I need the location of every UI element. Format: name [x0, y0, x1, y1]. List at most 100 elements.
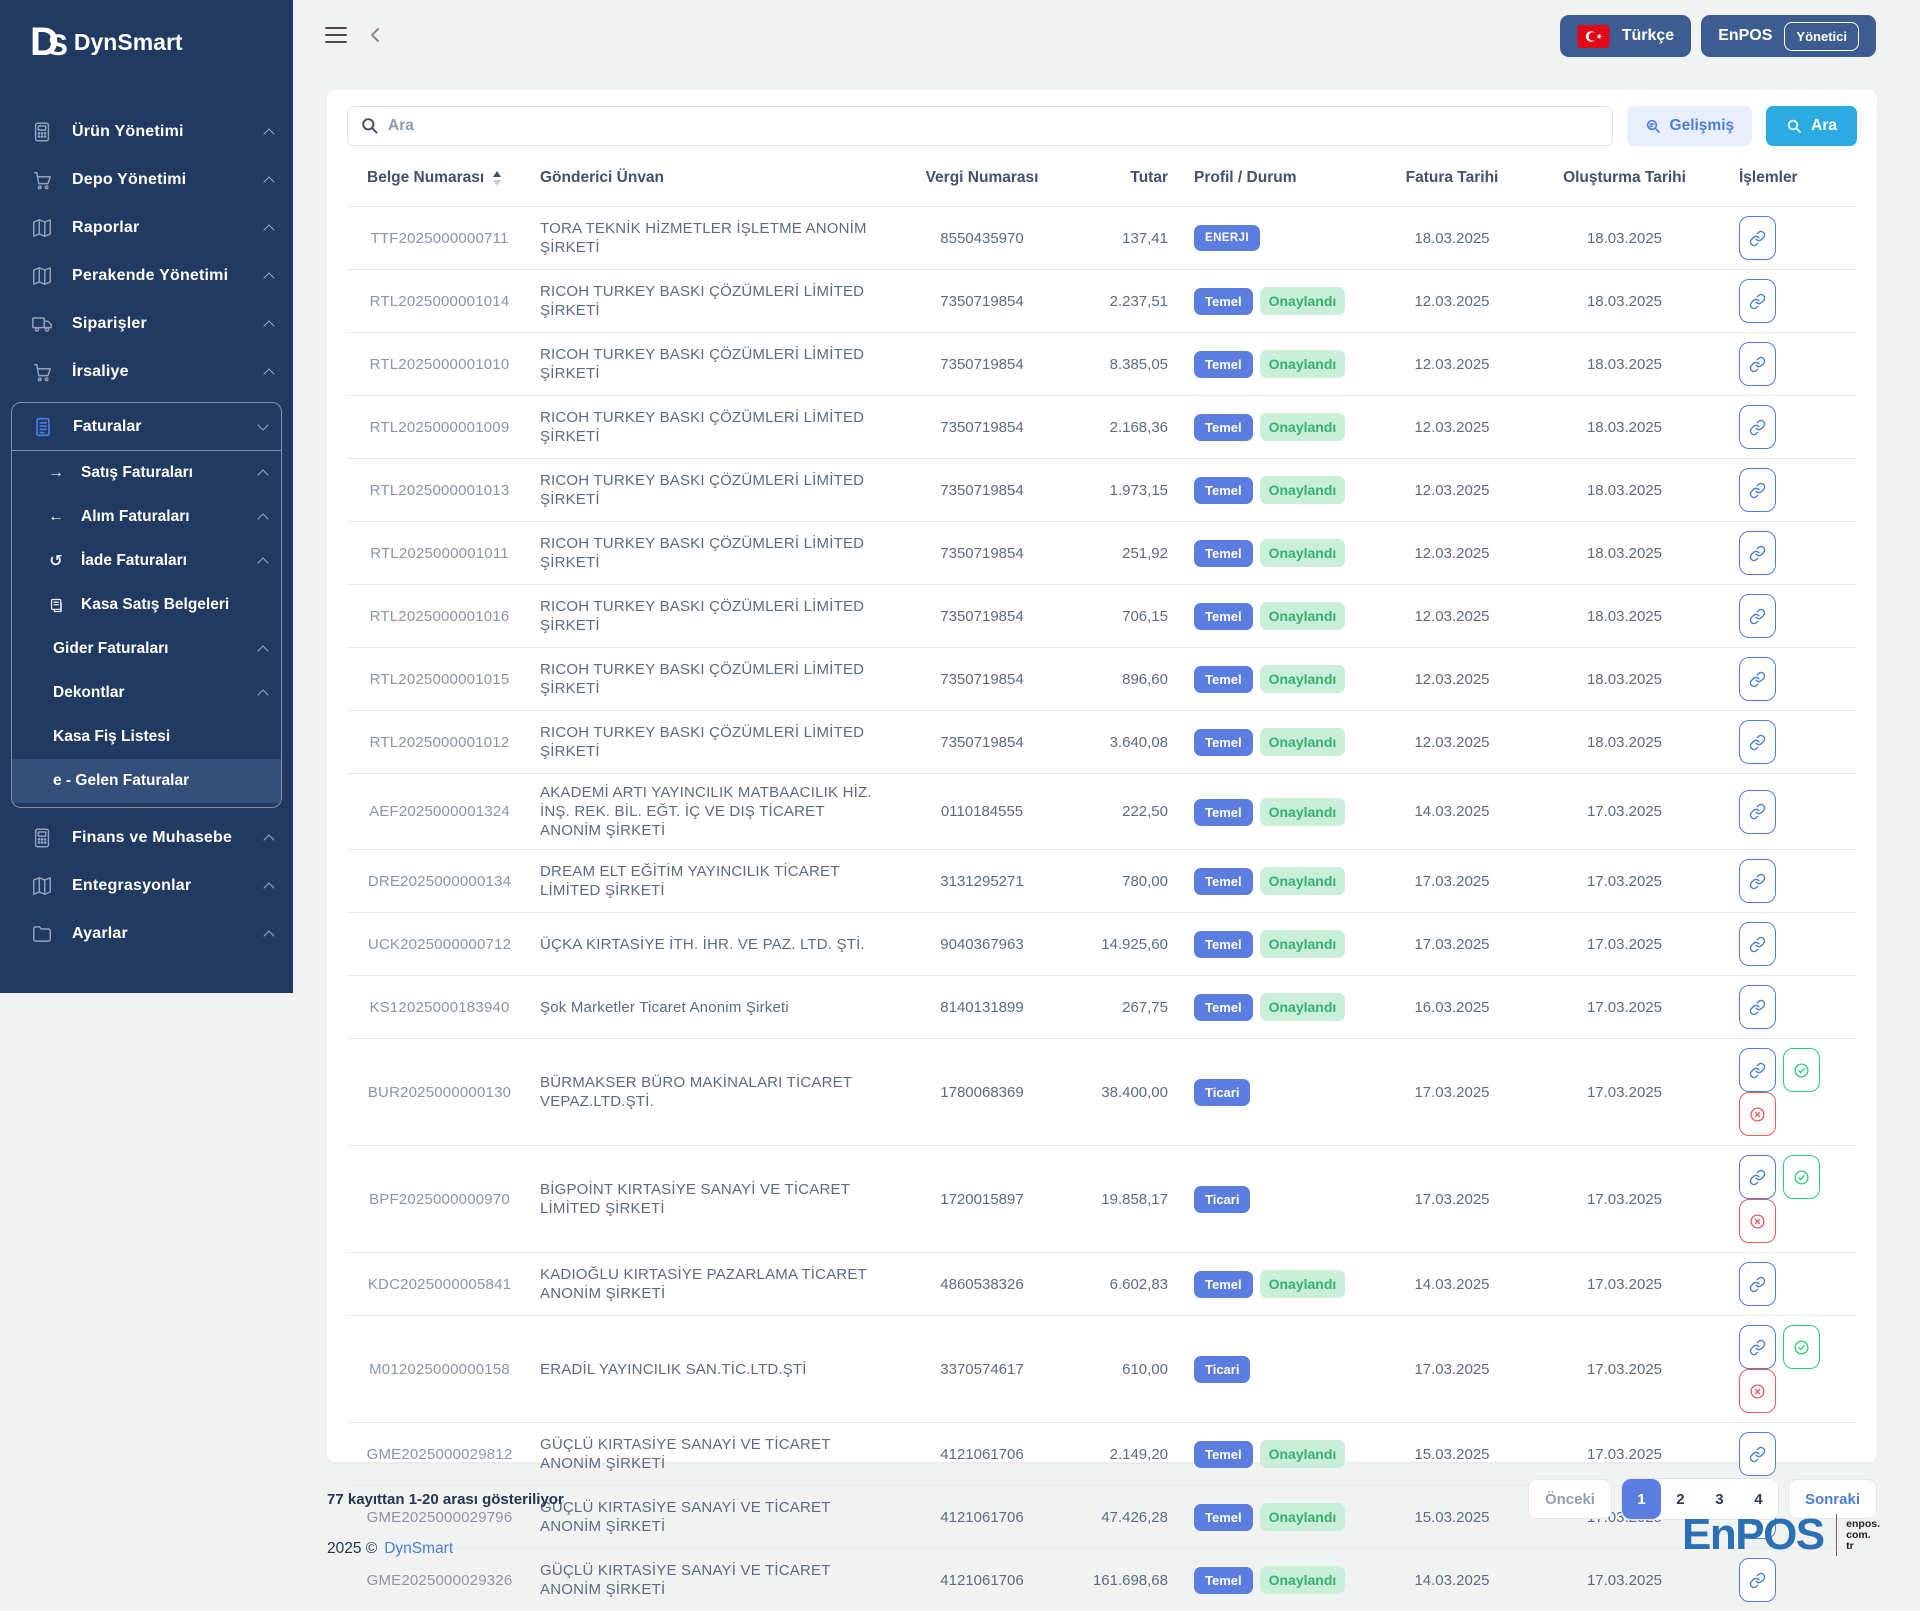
- cell-tax-no: 7350719854: [907, 459, 1057, 522]
- cell-actions: [1717, 1423, 1857, 1486]
- sidebar-item[interactable]: Siparişler: [0, 300, 293, 348]
- list-footer: 77 kayıttan 1-20 arası gösteriliyor Önce…: [327, 1478, 1877, 1520]
- cell-tax-no: 8140131899: [907, 976, 1057, 1039]
- cell-amount: 1.973,15: [1057, 459, 1182, 522]
- receipt-icon: [47, 597, 65, 614]
- open-link-button[interactable]: [1739, 1155, 1776, 1199]
- sidebar-item[interactable]: İrsaliye: [0, 348, 293, 396]
- cell-actions: [1717, 522, 1857, 585]
- open-link-button[interactable]: [1739, 405, 1776, 449]
- sidebar-subitem[interactable]: Gider Faturaları: [12, 627, 281, 671]
- sidebar-item[interactable]: Raporlar: [0, 204, 293, 252]
- brand-footer-link[interactable]: DynSmart: [384, 1540, 453, 1558]
- cell-invoice-date: 18.03.2025: [1372, 207, 1532, 270]
- open-link-button[interactable]: [1739, 216, 1776, 260]
- open-link-button[interactable]: [1739, 859, 1776, 903]
- cell-doc-no: BPF2025000000970: [347, 1146, 532, 1253]
- chevron-up-icon: [257, 645, 268, 656]
- open-link-button[interactable]: [1739, 657, 1776, 701]
- cell-doc-no: AEF2025000001324: [347, 774, 532, 850]
- cell-sender-name: TORA TEKNİK HİZMETLER İŞLETME ANONİM ŞİR…: [532, 207, 907, 270]
- profile-badge: Temel: [1194, 1567, 1253, 1594]
- sidebar-subitem[interactable]: e - Gelen Faturalar: [12, 759, 281, 803]
- page-number-1[interactable]: 1: [1622, 1479, 1661, 1519]
- open-link-button[interactable]: [1739, 1325, 1776, 1369]
- profile-badge: Temel: [1194, 994, 1253, 1021]
- open-link-button[interactable]: [1739, 720, 1776, 764]
- reject-button[interactable]: [1739, 1199, 1776, 1243]
- open-link-button[interactable]: [1739, 468, 1776, 512]
- cell-created-date: 17.03.2025: [1532, 1316, 1717, 1423]
- open-link-button[interactable]: [1739, 279, 1776, 323]
- sidebar-subitem[interactable]: Kasa Fiş Listesi: [12, 715, 281, 759]
- column-header-profile-status[interactable]: Profil / Durum: [1182, 152, 1372, 207]
- cell-amount: 2.149,20: [1057, 1423, 1182, 1486]
- cell-actions: [1717, 270, 1857, 333]
- approve-button[interactable]: [1783, 1155, 1820, 1199]
- profile-badge: Temel: [1194, 666, 1253, 693]
- open-link-button[interactable]: [1739, 1262, 1776, 1306]
- copyright-year: 2025 ©: [327, 1540, 377, 1558]
- open-link-button[interactable]: [1739, 790, 1776, 834]
- column-header-doc-no[interactable]: Belge Numarası: [347, 152, 532, 207]
- column-header-invoice-date[interactable]: Fatura Tarihi: [1372, 152, 1532, 207]
- sidebar-subitem-label: e - Gelen Faturalar: [53, 772, 267, 790]
- content-card: Gelişmiş Ara Belge Numarası Gönderici Ün…: [327, 90, 1877, 1462]
- cell-created-date: 17.03.2025: [1532, 774, 1717, 850]
- sidebar-subitem[interactable]: →Satış Faturaları: [12, 451, 281, 495]
- column-header-amount[interactable]: Tutar: [1057, 152, 1182, 207]
- column-header-tax-no[interactable]: Vergi Numarası: [907, 152, 1057, 207]
- sidebar-item[interactable]: Ürün Yönetimi: [0, 108, 293, 156]
- search-row: Gelişmiş Ara: [347, 90, 1857, 146]
- sidebar-subitem-label: Kasa Fiş Listesi: [53, 728, 267, 746]
- open-link-button[interactable]: [1739, 342, 1776, 386]
- search-submit-button[interactable]: Ara: [1766, 106, 1857, 146]
- cell-sender-name: RICOH TURKEY BASKI ÇÖZÜMLERİ LİMİTED ŞİR…: [532, 585, 907, 648]
- status-badge: Onaylandı: [1260, 1440, 1346, 1468]
- sidebar-item[interactable]: Ayarlar: [0, 910, 293, 958]
- open-link-button[interactable]: [1739, 1048, 1776, 1092]
- open-link-button[interactable]: [1739, 531, 1776, 575]
- reject-button[interactable]: [1739, 1092, 1776, 1136]
- company-label: EnPOS: [1718, 27, 1772, 45]
- open-link-button[interactable]: [1739, 594, 1776, 638]
- account-button[interactable]: EnPOS Yönetici: [1701, 15, 1876, 57]
- open-link-button[interactable]: [1739, 922, 1776, 966]
- sidebar-subitem[interactable]: Dekontlar: [12, 671, 281, 715]
- previous-page-button[interactable]: Önceki: [1528, 1479, 1612, 1519]
- sort-icon[interactable]: [493, 171, 501, 186]
- approve-button[interactable]: [1783, 1325, 1820, 1369]
- cell-doc-no: KDC2025000005841: [347, 1253, 532, 1316]
- back-icon[interactable]: [369, 27, 381, 43]
- sidebar-subitem[interactable]: Kasa Satış Belgeleri: [12, 583, 281, 627]
- advanced-search-button[interactable]: Gelişmiş: [1627, 106, 1753, 146]
- reject-button[interactable]: [1739, 1369, 1776, 1413]
- column-header-sender[interactable]: Gönderici Ünvan: [532, 152, 907, 207]
- language-button[interactable]: Türkçe: [1560, 15, 1691, 57]
- cell-amount: 251,92: [1057, 522, 1182, 585]
- sidebar-item[interactable]: Finans ve Muhasebe: [0, 814, 293, 862]
- cell-tax-no: 0110184555: [907, 774, 1057, 850]
- open-link-button[interactable]: [1739, 1432, 1776, 1476]
- sidebar-item[interactable]: Entegrasyonlar: [0, 862, 293, 910]
- open-link-button[interactable]: [1739, 1558, 1776, 1602]
- user-role-badge[interactable]: Yönetici: [1784, 22, 1859, 51]
- folder-icon: [30, 922, 54, 946]
- cell-created-date: 17.03.2025: [1532, 1146, 1717, 1253]
- approve-button[interactable]: [1783, 1048, 1820, 1092]
- chevron-up-icon: [263, 834, 274, 845]
- sidebar-item[interactable]: Depo Yönetimi: [0, 156, 293, 204]
- sidebar-group-header[interactable]: Faturalar: [12, 403, 281, 451]
- sidebar-subitem[interactable]: ←Alım Faturaları: [12, 495, 281, 539]
- open-link-button[interactable]: [1739, 985, 1776, 1029]
- menu-toggle-icon[interactable]: [325, 26, 347, 44]
- sidebar-subitem[interactable]: ↺İade Faturaları: [12, 539, 281, 583]
- app-logo[interactable]: DS DynSmart: [0, 0, 293, 62]
- search-input[interactable]: [347, 106, 1613, 146]
- column-header-created-date[interactable]: Oluşturma Tarihi: [1532, 152, 1717, 207]
- cell-profile-status: ENERJI: [1182, 207, 1372, 270]
- sidebar-item[interactable]: Perakende Yönetimi: [0, 252, 293, 300]
